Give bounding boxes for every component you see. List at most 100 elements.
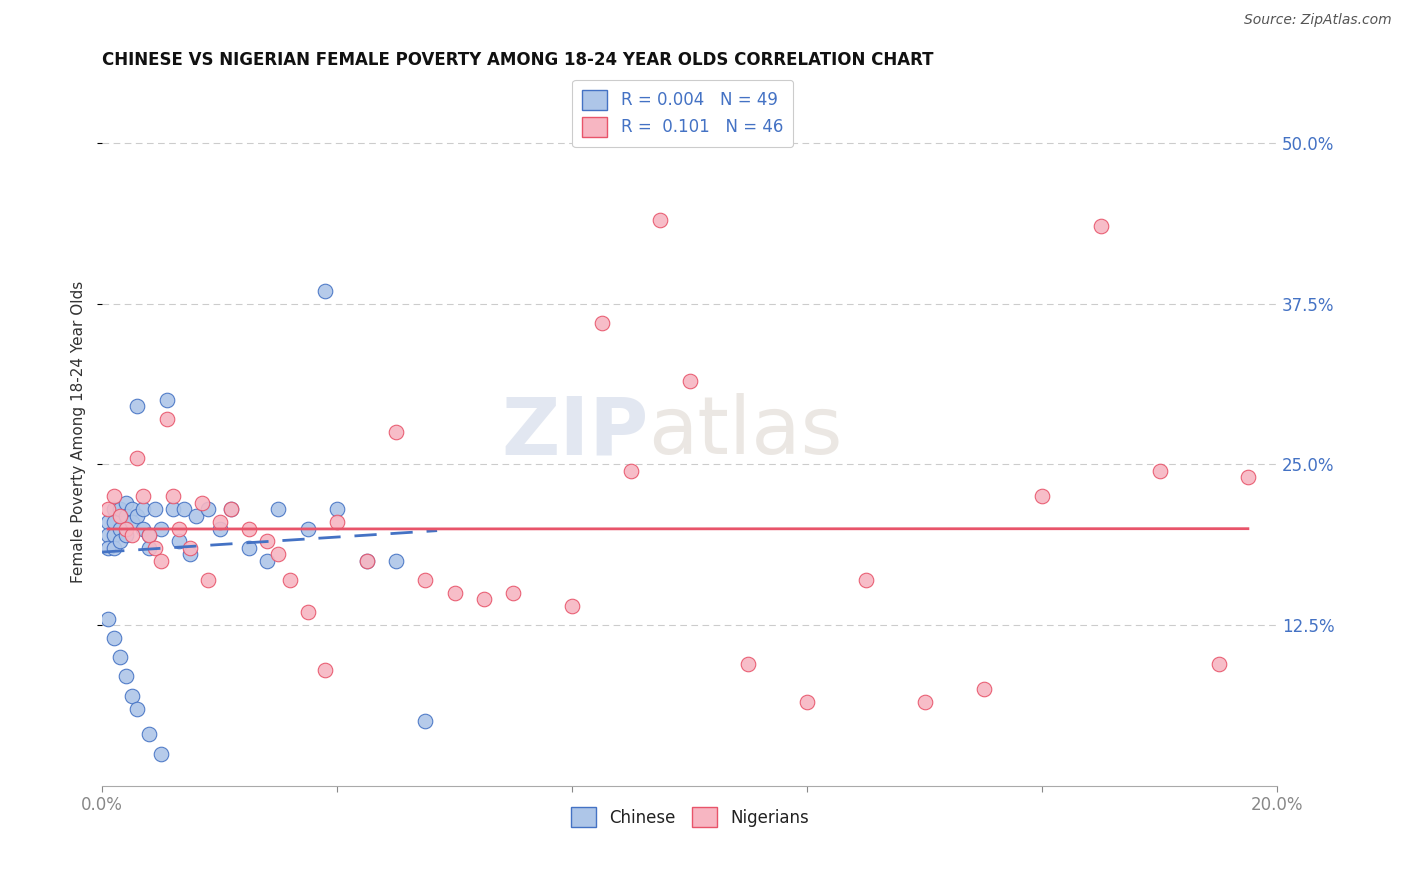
Point: [97, 502, 120, 516]
Point: [1237, 470, 1260, 484]
Point: [256, 534, 278, 549]
Point: [156, 412, 179, 426]
Point: [121, 515, 143, 529]
Point: [97, 612, 120, 626]
Point: [326, 502, 349, 516]
Point: [127, 450, 149, 465]
Point: [167, 534, 190, 549]
Point: [127, 701, 149, 715]
Point: [103, 490, 125, 504]
Point: [650, 213, 672, 227]
Point: [132, 502, 155, 516]
Point: [138, 727, 160, 741]
Point: [167, 522, 190, 536]
Point: [1031, 490, 1053, 504]
Point: [561, 599, 583, 613]
Text: CHINESE VS NIGERIAN FEMALE POVERTY AMONG 18-24 YEAR OLDS CORRELATION CHART: CHINESE VS NIGERIAN FEMALE POVERTY AMONG…: [103, 51, 934, 69]
Point: [97, 515, 120, 529]
Point: [127, 400, 149, 414]
Point: [221, 502, 243, 516]
Point: [208, 522, 231, 536]
Point: [855, 573, 877, 587]
Point: [121, 689, 143, 703]
Point: [914, 695, 936, 709]
Point: [108, 522, 131, 536]
Point: [297, 605, 319, 619]
Point: [108, 534, 131, 549]
Point: [238, 522, 260, 536]
Point: [415, 714, 437, 729]
Point: [138, 528, 160, 542]
Point: [162, 490, 184, 504]
Point: [108, 508, 131, 523]
Point: [138, 541, 160, 555]
Point: [385, 425, 408, 440]
Point: [314, 663, 336, 677]
Point: [114, 522, 136, 536]
Point: [114, 508, 136, 523]
Point: [121, 528, 143, 542]
Point: [1208, 657, 1230, 671]
Point: [162, 502, 184, 516]
Point: [143, 502, 166, 516]
Point: [221, 502, 243, 516]
Point: [314, 284, 336, 298]
Point: [796, 695, 818, 709]
Point: [679, 374, 702, 388]
Point: [197, 573, 219, 587]
Point: [973, 682, 995, 697]
Point: [591, 316, 613, 330]
Point: [256, 554, 278, 568]
Point: [114, 528, 136, 542]
Point: [108, 502, 131, 516]
Point: [737, 657, 759, 671]
Point: [173, 502, 195, 516]
Point: [297, 522, 319, 536]
Text: atlas: atlas: [648, 393, 844, 471]
Point: [179, 541, 201, 555]
Legend: Chinese, Nigerians: Chinese, Nigerians: [564, 800, 815, 834]
Point: [149, 747, 172, 761]
Point: [197, 502, 219, 516]
Point: [149, 522, 172, 536]
Point: [103, 541, 125, 555]
Point: [208, 515, 231, 529]
Point: [121, 502, 143, 516]
Point: [191, 496, 214, 510]
Point: [267, 502, 290, 516]
Point: [127, 508, 149, 523]
Point: [108, 650, 131, 665]
Y-axis label: Female Poverty Among 18-24 Year Olds: Female Poverty Among 18-24 Year Olds: [72, 281, 86, 583]
Point: [278, 573, 301, 587]
Point: [149, 554, 172, 568]
Point: [114, 669, 136, 683]
Point: [186, 508, 208, 523]
Point: [132, 522, 155, 536]
Point: [1149, 464, 1171, 478]
Point: [103, 528, 125, 542]
Point: [114, 496, 136, 510]
Point: [415, 573, 437, 587]
Point: [103, 502, 125, 516]
Point: [356, 554, 378, 568]
Point: [103, 631, 125, 645]
Point: [238, 541, 260, 555]
Point: [620, 464, 643, 478]
Point: [443, 586, 465, 600]
Point: [1090, 219, 1112, 234]
Point: [97, 528, 120, 542]
Point: [132, 490, 155, 504]
Point: [326, 515, 349, 529]
Point: [267, 547, 290, 561]
Point: [356, 554, 378, 568]
Point: [472, 592, 495, 607]
Point: [156, 392, 179, 407]
Point: [179, 547, 201, 561]
Point: [143, 541, 166, 555]
Point: [385, 554, 408, 568]
Point: [138, 528, 160, 542]
Point: [103, 515, 125, 529]
Text: ZIP: ZIP: [502, 393, 648, 471]
Text: Source: ZipAtlas.com: Source: ZipAtlas.com: [1244, 13, 1392, 28]
Point: [97, 541, 120, 555]
